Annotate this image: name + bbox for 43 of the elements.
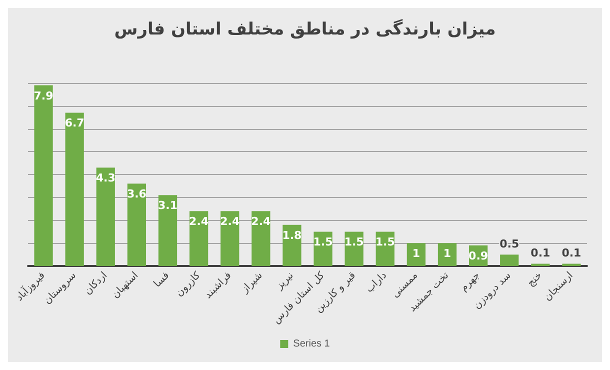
x-tick-label: استهبان bbox=[110, 270, 141, 301]
data-label: 1.8 bbox=[282, 228, 302, 242]
data-label: 2.4 bbox=[189, 215, 209, 228]
data-label: 1 bbox=[443, 247, 452, 260]
bar bbox=[252, 211, 270, 266]
x-tick-label: اردکان bbox=[82, 270, 110, 298]
bar bbox=[65, 112, 84, 266]
x-tick-label: فراشبند bbox=[202, 270, 234, 302]
data-label: 1.5 bbox=[375, 236, 395, 249]
x-tick-label: خنج bbox=[525, 270, 544, 289]
legend-label: Series 1 bbox=[293, 338, 330, 350]
bar bbox=[406, 243, 426, 266]
data-label: 6.7 bbox=[64, 116, 84, 130]
data-label: 1 bbox=[412, 247, 420, 260]
data-label: 2.4 bbox=[251, 215, 271, 228]
chart-title: میزان بارندگی در مناطق مختلف استان فارس bbox=[114, 18, 496, 40]
bar bbox=[189, 211, 208, 266]
x-tick-label: نیریز bbox=[274, 270, 296, 292]
data-label: 1.5 bbox=[313, 236, 333, 249]
bar bbox=[96, 168, 115, 266]
x-tick-label: شیراز bbox=[239, 270, 265, 296]
data-label: 0.1 bbox=[562, 246, 582, 260]
x-tick-label: داراب bbox=[364, 270, 390, 296]
x-tick-label: فیروزآباد bbox=[12, 268, 48, 304]
data-label: 0.5 bbox=[500, 238, 520, 251]
data-label: 0.1 bbox=[530, 246, 550, 260]
bar bbox=[282, 224, 302, 266]
x-tick-label: کازرون bbox=[174, 270, 203, 299]
bar bbox=[500, 254, 519, 266]
data-label: 1.5 bbox=[344, 236, 364, 249]
bar bbox=[127, 184, 146, 266]
x-tick-label: ارسنجان bbox=[542, 270, 576, 304]
bar bbox=[158, 195, 178, 266]
bar bbox=[314, 232, 332, 266]
bar bbox=[34, 85, 53, 266]
data-label: 0.9 bbox=[468, 249, 488, 262]
data-label: 3.6 bbox=[126, 188, 147, 201]
bar bbox=[438, 243, 457, 266]
data-label: 2.4 bbox=[220, 215, 240, 228]
data-label: 7.9 bbox=[34, 89, 54, 102]
bar bbox=[220, 211, 240, 266]
x-tick-label: فسا bbox=[152, 270, 172, 290]
data-label: 3.1 bbox=[158, 199, 178, 212]
